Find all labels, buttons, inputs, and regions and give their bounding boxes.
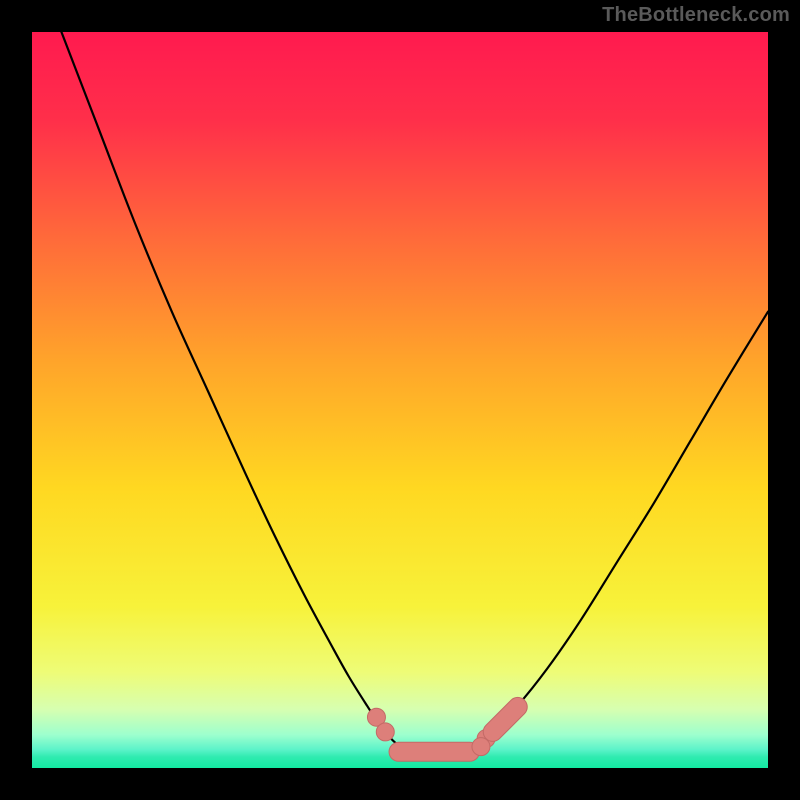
gradient-background [32,32,768,768]
marker-dot [472,738,490,756]
bottleneck-curve-svg [32,32,768,768]
plot-area [32,32,768,768]
chart-canvas: TheBottleneck.com [0,0,800,800]
marker-dot [376,723,394,741]
watermark-text: TheBottleneck.com [602,4,790,27]
